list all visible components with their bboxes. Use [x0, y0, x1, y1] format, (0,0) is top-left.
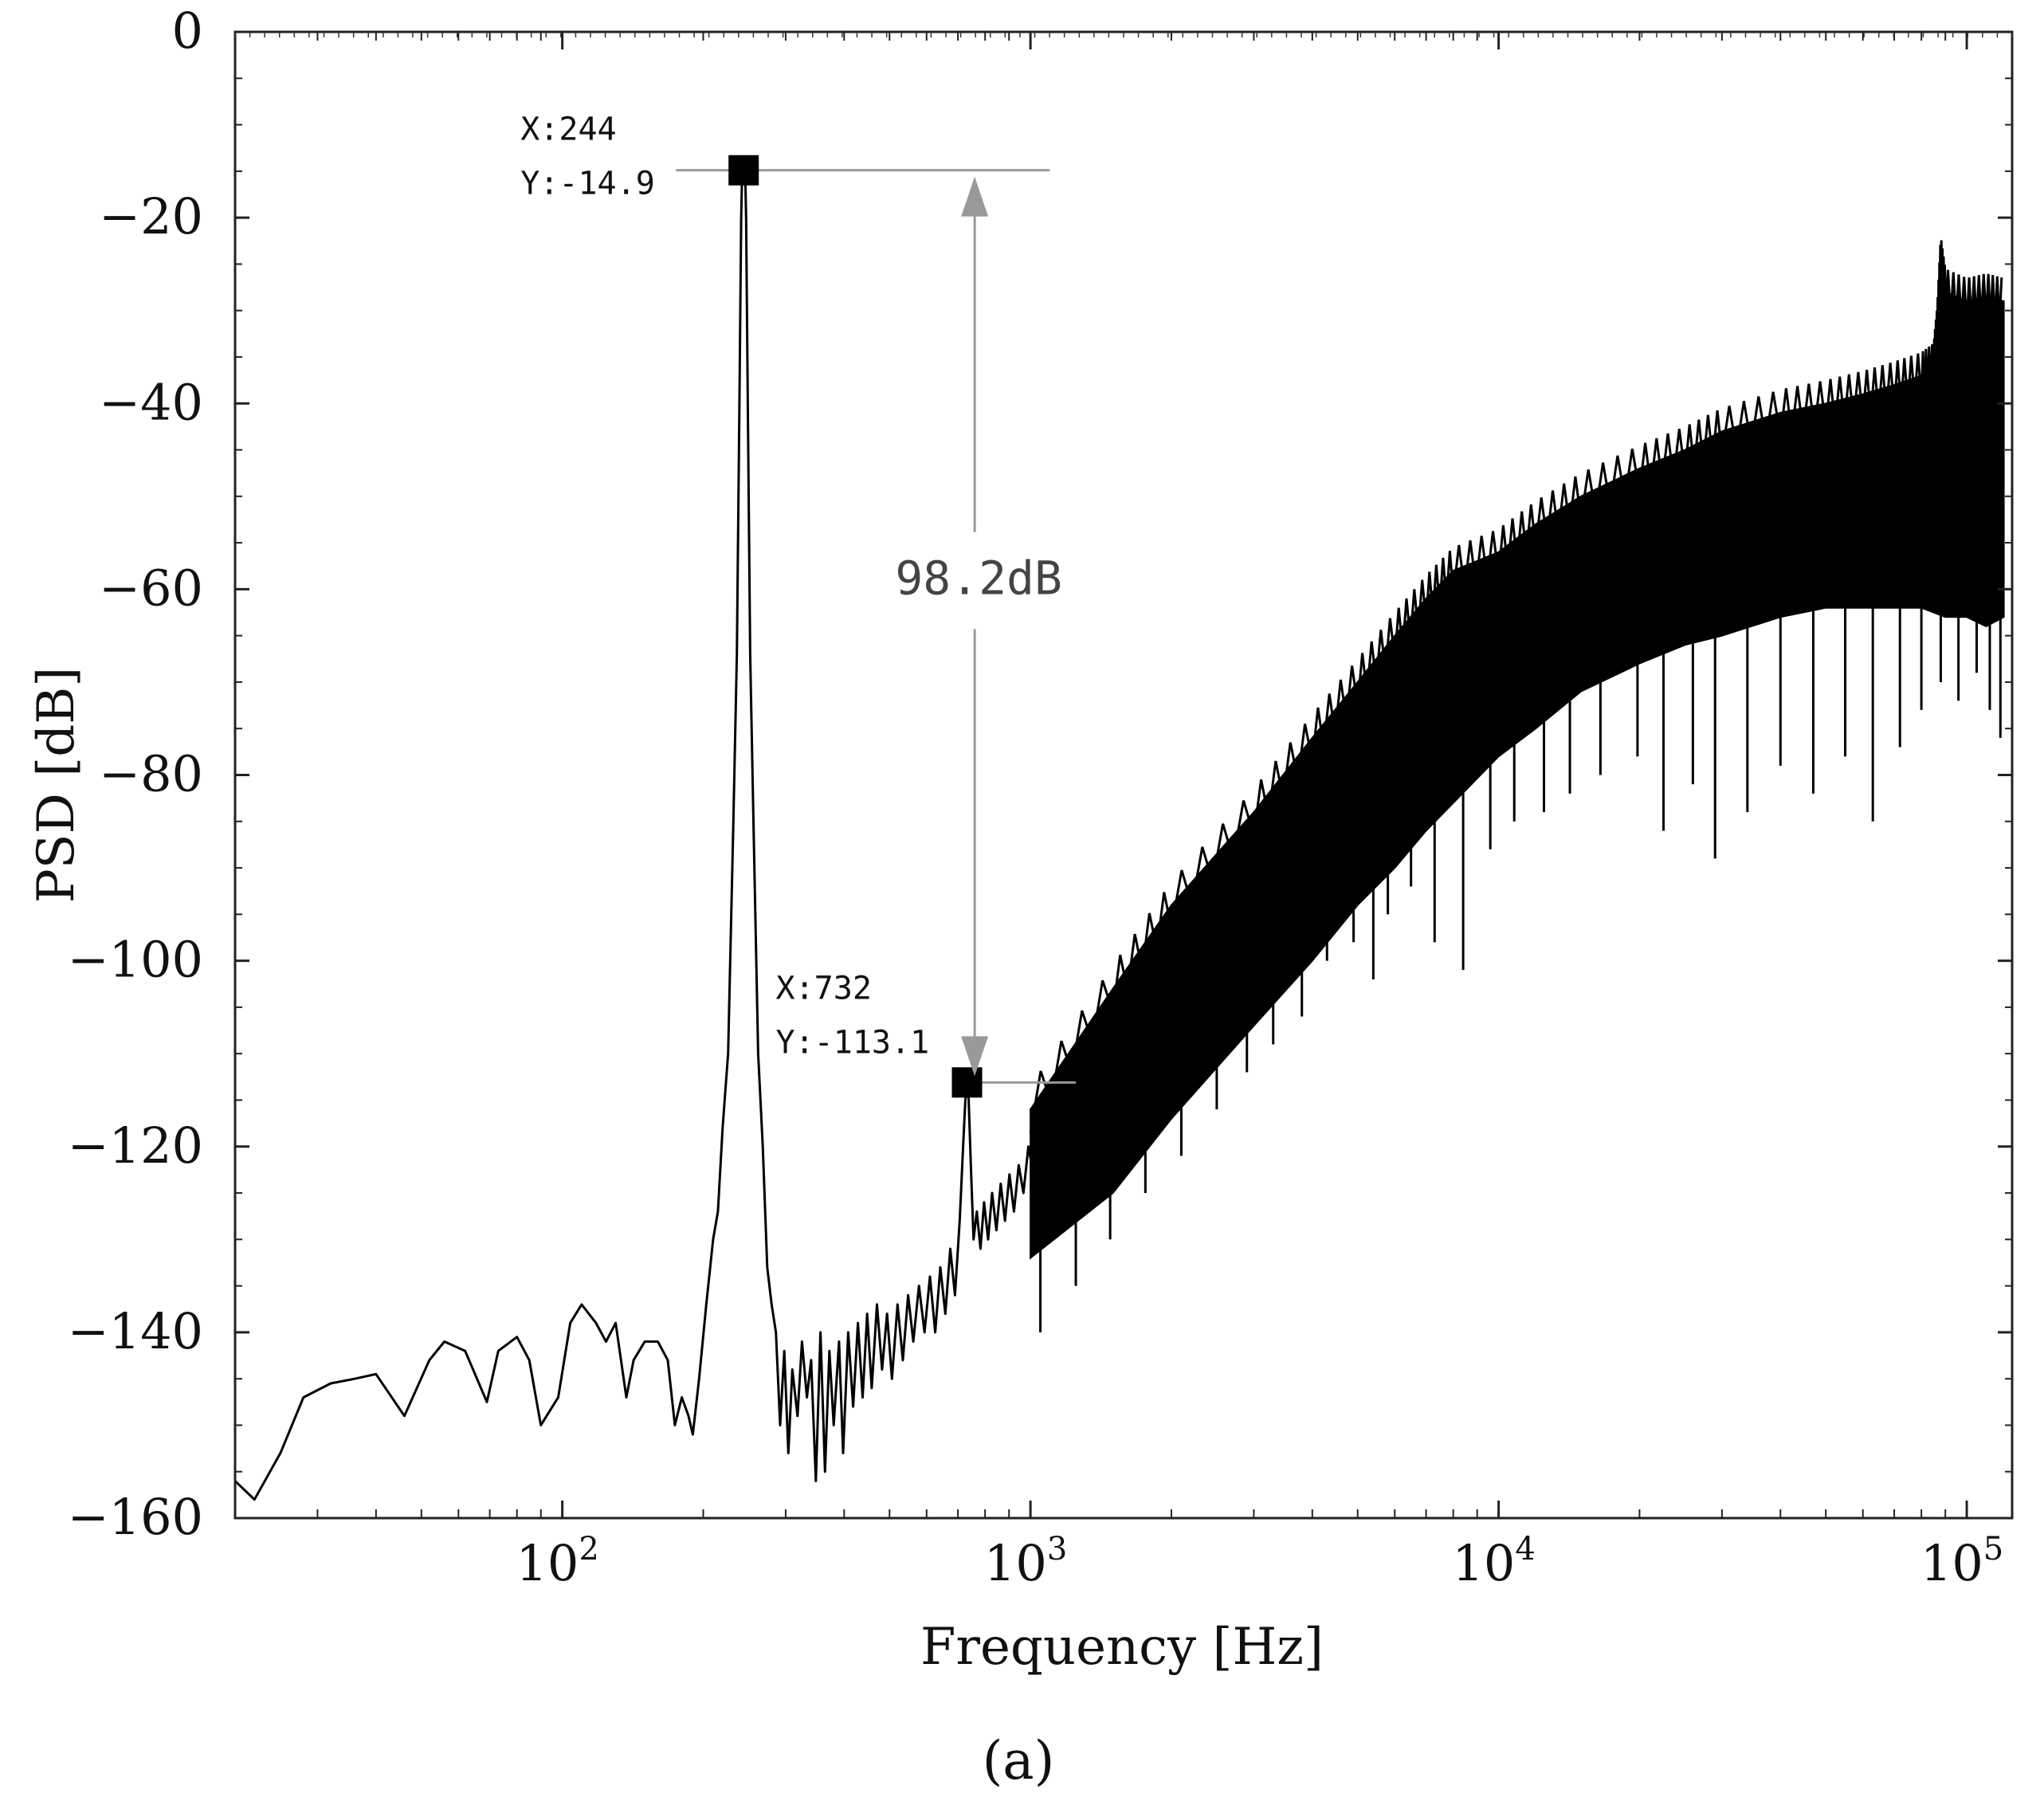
datatip-y-label: Y:-113.1	[776, 1024, 930, 1061]
delta-arrow-head-down	[961, 1036, 989, 1077]
x-axis-title: Frequency [Hz]	[920, 1618, 1324, 1677]
delta-arrow-head-up	[961, 176, 989, 217]
y-axis-title: PSD [dB]	[27, 667, 86, 904]
axis-ticks: 0 −20 −40 −60 −80 −100 −120 −140 −160 102 103 104 10…	[68, 2, 2013, 1592]
delta-label: 98.2dB	[895, 551, 1062, 606]
x-tick-label: 102	[516, 1531, 598, 1592]
noise-upper-edge	[1029, 240, 2003, 1133]
psd-trace-line	[233, 169, 2005, 1501]
plot-frame	[233, 30, 2014, 1520]
x-tick-label: 103	[984, 1531, 1067, 1592]
y-tick-label: −80	[99, 745, 203, 803]
y-tick-label: −20	[99, 187, 203, 245]
datatip-y-label: Y:-14.9	[520, 166, 655, 202]
y-tick-label: −140	[68, 1302, 203, 1360]
x-tick-label: 104	[1452, 1531, 1535, 1592]
figure-caption: (a)	[983, 1730, 1055, 1791]
y-tick-label: −160	[68, 1488, 203, 1546]
y-tick-label: 0	[172, 2, 203, 60]
datatip-marker	[951, 1067, 983, 1098]
y-tick-label: −100	[68, 931, 203, 989]
psd-series	[233, 169, 2005, 1501]
plot-area-border	[233, 30, 2014, 1520]
datatip-x-label: X:244	[520, 112, 616, 148]
y-tick-label: −40	[99, 373, 203, 431]
datatip-x-label: X:732	[776, 970, 872, 1006]
y-tick-label: −60	[99, 559, 203, 617]
y-tick-label: −120	[68, 1116, 203, 1175]
x-tick-label: 105	[1920, 1531, 2003, 1592]
noise-band-fill	[1030, 259, 2005, 1260]
annotations: X:244 Y:-14.9 X:732 Y:-113.1 98.2dB	[520, 112, 1077, 1098]
datatip-marker	[728, 155, 759, 186]
